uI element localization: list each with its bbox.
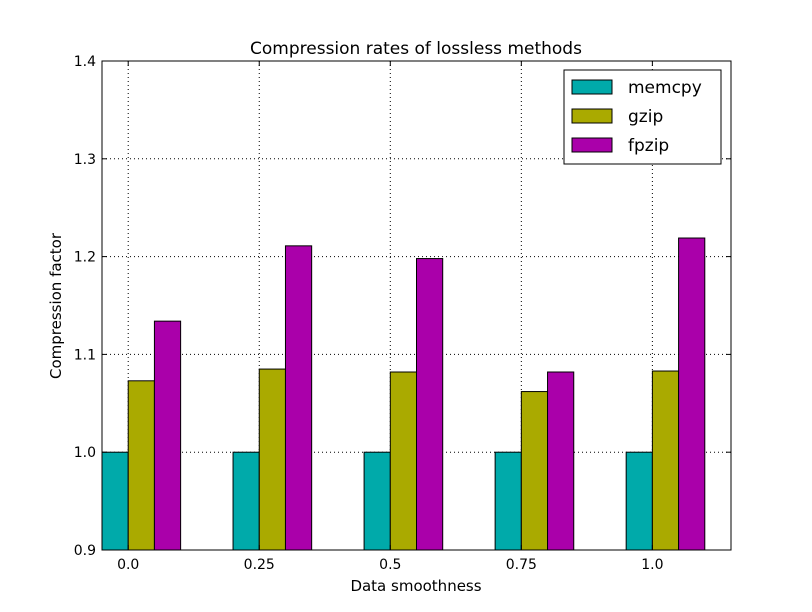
x-tick-label: 0.75 [506,557,537,573]
legend-label-gzip: gzip [628,107,663,127]
plot-area-frame [101,60,732,551]
legend-label-fpzip: fpzip [628,136,669,156]
bars [101,237,706,551]
bar-memcpy-1.0 [625,451,653,551]
legend-label-memcpy: memcpy [628,78,702,98]
bar-fpzip-0.0 [153,320,182,551]
bar-memcpy-0.0 [101,451,129,551]
bar-fpzip-0.75 [547,371,575,551]
x-tick-label: 0.25 [244,557,275,573]
legend-swatch-gzip [571,108,613,124]
legend-swatch-memcpy [571,79,613,95]
y-tick-label: 1.2 [74,250,96,266]
bar-gzip-0.5 [389,371,417,551]
y-tick-label: 1.3 [74,152,96,168]
legend: memcpy gzip fpzip [563,69,722,165]
y-tick-label: 0.9 [74,543,96,559]
x-tick-label: 0.0 [117,557,139,573]
bar-gzip-0.75 [520,391,549,551]
y-tick-label: 1.0 [74,445,96,461]
bar-gzip-0.25 [258,368,286,551]
legend-swatch-fpzip [571,137,613,153]
bar-fpzip-1.0 [678,237,706,551]
bar-memcpy-0.75 [494,451,522,551]
bar-gzip-1.0 [651,370,680,551]
bar-fpzip-0.25 [284,245,313,551]
bar-memcpy-0.5 [363,451,391,551]
y-tick-label: 1.4 [74,54,96,70]
y-axis-label: Compression factor [47,232,65,379]
bar-fpzip-0.5 [416,258,444,551]
x-tick-label: 1.0 [641,557,663,573]
chart-title: Compression rates of lossless methods [250,39,582,59]
bar-gzip-0.0 [127,380,155,551]
x-tick-label: 0.5 [379,557,401,573]
bar-memcpy-0.25 [232,451,260,551]
y-tick-label: 1.1 [74,347,96,363]
x-axis-label: Data smoothness [350,577,481,595]
axis-ticks: 0.9 1.0 1.1 1.2 1.3 1.4 0.0 0.25 0.5 0.75 1.0 [74,54,731,573]
